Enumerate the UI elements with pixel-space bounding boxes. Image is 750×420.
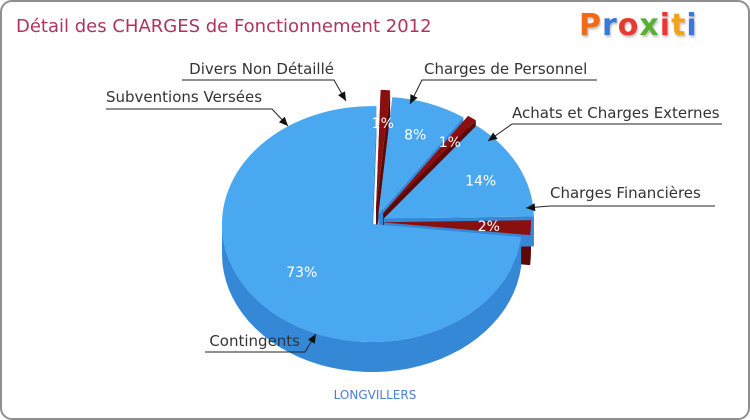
- slice-category-label: Subventions Versées: [106, 88, 262, 106]
- proxiti-logo: Proxiti: [579, 8, 698, 43]
- slice-category-label: Charges Financières: [550, 184, 701, 202]
- leader-line: [487, 123, 722, 142]
- slice-category-label: Divers Non Détaillé: [189, 60, 334, 78]
- leader-arrowhead: [338, 91, 346, 101]
- logo-letter: t: [671, 8, 687, 43]
- leader-arrowhead: [278, 116, 288, 126]
- pie-slice: [383, 115, 476, 214]
- slice-percent-label: 8%: [404, 128, 426, 144]
- chart-title: Détail des CHARGES de Fonctionnement 201…: [16, 16, 432, 37]
- pie-slice: [376, 89, 391, 208]
- logo-letter: i: [686, 8, 698, 43]
- slice-percent-label: 14%: [465, 174, 496, 190]
- leader-arrowhead: [307, 334, 316, 344]
- slice-category-label: Contingents: [209, 332, 300, 350]
- logo-letter: P: [579, 8, 602, 43]
- pie-slice-wall: [376, 90, 391, 238]
- slice-category-label: Charges de Personnel: [424, 60, 587, 78]
- leader-arrowhead: [526, 203, 536, 212]
- slice-percent-label: 1%: [372, 116, 394, 132]
- slice-percent-label: 1%: [439, 135, 461, 151]
- pie-slice: [221, 106, 522, 343]
- commune-label: LONGVILLERS: [333, 388, 417, 402]
- pie-slice: [383, 125, 534, 219]
- pie-slice-side: [221, 224, 522, 373]
- leader-arrowhead: [410, 94, 418, 104]
- logo-letter: r: [602, 8, 618, 43]
- logo-letter: o: [617, 8, 640, 43]
- logo-letter: x: [639, 8, 660, 43]
- pie-slice: [380, 220, 531, 236]
- slice-percent-label: 2%: [478, 219, 500, 235]
- leader-line: [409, 79, 597, 105]
- leader-line: [106, 108, 289, 127]
- logo-letter: i: [659, 8, 672, 43]
- pie-slice-wall: [371, 106, 377, 255]
- slice-percent-label: 73%: [286, 265, 317, 281]
- leader-line: [525, 205, 715, 209]
- pie-slice: [378, 97, 464, 215]
- leader-arrowhead: [488, 132, 498, 141]
- slice-category-label: Achats et Charges Externes: [512, 104, 720, 122]
